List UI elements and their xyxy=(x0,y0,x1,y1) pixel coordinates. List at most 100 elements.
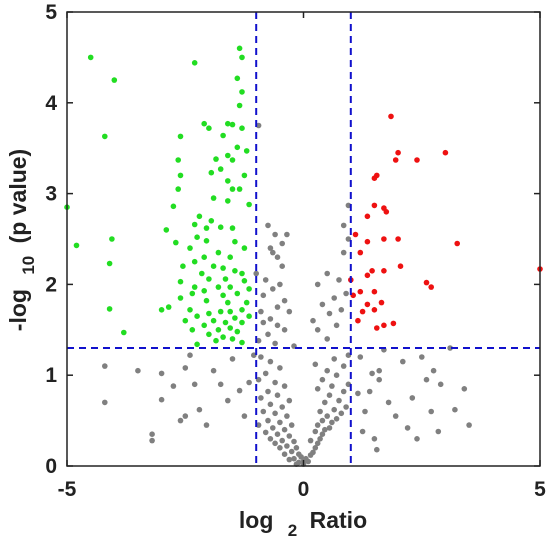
data-point xyxy=(236,45,243,52)
data-point xyxy=(352,231,359,238)
data-point xyxy=(246,201,252,208)
data-point xyxy=(220,265,226,271)
data-point xyxy=(227,325,233,331)
y-tick-label: 1 xyxy=(45,364,57,387)
data-point xyxy=(288,448,295,455)
data-point xyxy=(194,313,200,320)
data-point xyxy=(158,396,165,403)
data-point xyxy=(329,419,335,426)
data-point xyxy=(331,295,338,301)
data-point xyxy=(225,120,231,127)
data-point xyxy=(374,325,380,331)
data-point xyxy=(199,270,205,277)
data-point xyxy=(428,408,435,415)
data-point xyxy=(177,295,184,301)
data-point xyxy=(232,238,238,245)
data-point xyxy=(243,148,250,154)
data-point xyxy=(189,290,196,297)
data-point xyxy=(362,408,368,415)
data-point xyxy=(203,422,210,428)
data-point xyxy=(149,431,155,438)
data-point xyxy=(281,297,288,304)
data-point xyxy=(265,417,271,424)
data-point xyxy=(279,263,286,270)
data-point xyxy=(340,388,347,395)
data-point xyxy=(331,356,338,362)
data-point xyxy=(350,292,357,299)
data-point xyxy=(324,413,331,419)
data-point xyxy=(270,249,276,256)
data-point xyxy=(170,383,177,389)
data-point xyxy=(239,339,245,346)
data-point xyxy=(390,320,397,327)
data-point xyxy=(314,281,321,288)
data-point xyxy=(163,227,170,233)
data-point xyxy=(175,186,181,192)
data-point xyxy=(333,372,340,379)
data-point xyxy=(452,406,458,413)
data-point xyxy=(310,449,316,456)
data-point xyxy=(385,399,392,406)
data-point xyxy=(355,317,361,324)
data-point xyxy=(392,157,399,163)
data-point xyxy=(419,354,425,360)
data-point xyxy=(109,236,115,242)
data-point xyxy=(364,213,371,220)
data-point xyxy=(430,367,437,374)
data-point xyxy=(374,446,380,453)
x-axis-title-tail: Ratio xyxy=(310,507,368,533)
data-point xyxy=(262,370,269,377)
data-point xyxy=(286,397,293,404)
data-point xyxy=(277,365,283,371)
y-axis-title: -log 10 (p value) xyxy=(5,149,39,331)
data-point xyxy=(215,249,222,256)
y-axis-title-tail: (p value) xyxy=(5,149,31,244)
data-point xyxy=(343,404,349,410)
data-point xyxy=(322,399,328,406)
data-point xyxy=(369,268,375,274)
data-point xyxy=(246,286,252,292)
data-point xyxy=(392,413,399,419)
data-point xyxy=(191,258,198,265)
data-point xyxy=(286,433,293,439)
data-point xyxy=(274,304,281,310)
data-point xyxy=(279,240,286,247)
data-point xyxy=(135,367,141,374)
data-point xyxy=(102,133,108,140)
data-point xyxy=(371,307,378,313)
data-point xyxy=(371,175,378,181)
data-point xyxy=(357,249,364,256)
data-point xyxy=(312,361,319,368)
data-point xyxy=(215,284,222,290)
threshold-lines xyxy=(67,12,540,466)
data-point xyxy=(234,75,241,82)
data-point xyxy=(220,292,226,299)
data-point xyxy=(227,254,233,260)
data-point xyxy=(340,249,347,256)
data-point xyxy=(191,221,198,228)
data-point xyxy=(305,458,312,465)
data-point xyxy=(234,144,241,151)
data-point xyxy=(203,238,210,244)
data-point xyxy=(267,245,274,251)
data-point xyxy=(267,316,274,322)
data-point xyxy=(274,322,281,329)
data-point xyxy=(277,445,283,451)
data-point xyxy=(314,422,321,428)
data-point xyxy=(326,425,333,431)
data-point xyxy=(274,392,281,399)
data-point xyxy=(182,413,189,419)
data-point xyxy=(246,313,252,320)
data-point xyxy=(217,224,224,230)
plot-frame xyxy=(66,11,541,467)
data-point xyxy=(206,276,212,282)
data-point xyxy=(312,428,319,435)
y-tick-label: 4 xyxy=(45,92,57,115)
data-point xyxy=(322,426,328,433)
data-point xyxy=(253,270,259,277)
data-point xyxy=(265,222,271,229)
data-point xyxy=(423,376,430,383)
data-point xyxy=(395,149,401,156)
data-point xyxy=(217,166,224,172)
